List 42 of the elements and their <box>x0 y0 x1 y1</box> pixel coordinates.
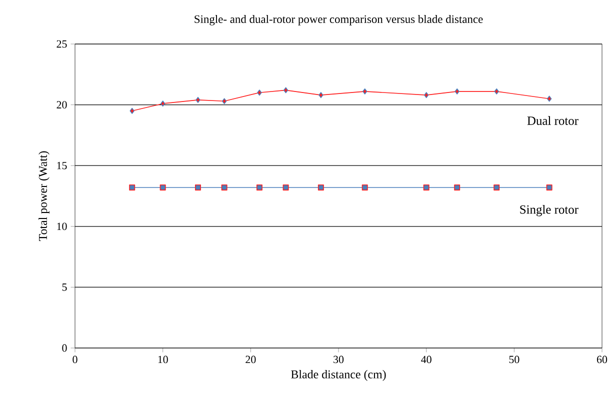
point <box>454 184 460 190</box>
series-label: Single rotor <box>520 204 578 216</box>
point <box>129 184 136 190</box>
point <box>494 184 500 190</box>
point <box>546 96 552 102</box>
y-tick-label: 20 <box>56 101 67 108</box>
y-tick-label: 10 <box>57 222 67 230</box>
x-axis-title: Blade distance (cm) <box>291 370 386 381</box>
point <box>256 184 262 190</box>
point <box>318 92 324 98</box>
x-tick-label: 30 <box>334 356 344 364</box>
x-tick-label: 20 <box>246 356 256 364</box>
x-tick-label: 10 <box>158 356 168 364</box>
point <box>362 88 368 94</box>
point <box>257 90 262 96</box>
point <box>283 87 288 94</box>
chart-title: Single- and dual-rotor power comparison versus blade distance <box>194 14 483 26</box>
point <box>160 184 166 190</box>
point <box>160 100 166 107</box>
point <box>196 96 200 103</box>
series-label: Dual rotor <box>527 116 578 125</box>
point <box>282 184 289 190</box>
point <box>546 184 552 190</box>
x-tick-label: 60 <box>597 356 608 364</box>
y-tick-label: 5 <box>62 284 67 291</box>
point <box>362 184 368 190</box>
y-tick-label: 25 <box>56 40 67 48</box>
point <box>494 88 499 94</box>
x-tick-label: 0 <box>72 356 78 364</box>
point <box>130 108 134 114</box>
point <box>221 184 228 190</box>
point <box>423 184 430 190</box>
y-tick-label: 0 <box>62 344 67 352</box>
point <box>194 184 201 190</box>
point <box>424 92 429 98</box>
x-tick-label: 50 <box>509 356 520 364</box>
x-tick-label: 40 <box>421 356 432 364</box>
y-tick-label: 15 <box>57 162 67 170</box>
point <box>318 184 324 190</box>
y-axis-title: Total power (Watt) <box>38 151 50 242</box>
point <box>222 98 227 104</box>
point <box>454 88 460 94</box>
